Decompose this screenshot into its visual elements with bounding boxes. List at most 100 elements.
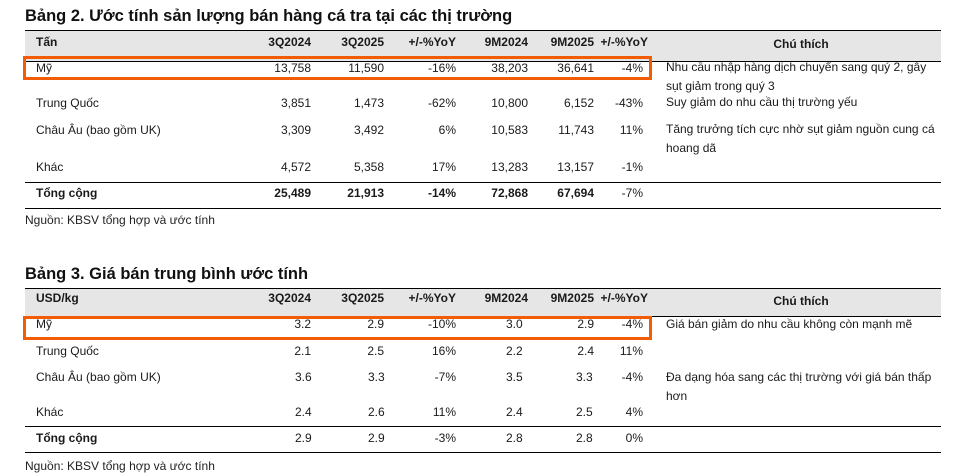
- row-q-yoy: -7%: [434, 370, 456, 384]
- row-9m2024: 13,283: [491, 160, 528, 174]
- table3-highlight-box: [23, 316, 652, 340]
- row-9m2024: 3.0: [506, 317, 523, 331]
- table3-source: Nguồn: KBSV tổng hợp và ước tính: [25, 459, 215, 473]
- row-9m2025: 2.5: [576, 405, 593, 419]
- row-9m-yoy: -43%: [614, 96, 643, 110]
- table3-header-9m2024: 9M2024: [484, 291, 528, 305]
- total-9m-yoy: -7%: [621, 186, 643, 200]
- row-9m2025: 11,743: [558, 123, 594, 137]
- row-q-yoy: -10%: [427, 317, 456, 331]
- row-3q2024: 3.6: [295, 370, 312, 384]
- row-note: Nhu cầu nhập hàng dịch chuyển sang quý 2…: [666, 60, 927, 93]
- table2-header-9m2024: 9M2024: [484, 35, 528, 49]
- row-3q2025: 2.5: [367, 344, 384, 358]
- row-3q2025: 5,358: [353, 160, 384, 174]
- row-9m2024: 10,800: [491, 96, 528, 110]
- row-9m2025: 3.3: [576, 370, 593, 384]
- row-3q2024: 2.4: [295, 405, 312, 419]
- row-q-yoy: 11%: [432, 405, 456, 419]
- row-3q2025: 2.6: [368, 405, 385, 419]
- row-3q2025: 2.9: [367, 317, 384, 331]
- table2-header-3q2024: 3Q2024: [268, 35, 311, 49]
- table3-header-band: [25, 289, 941, 316]
- row-market: Châu Âu (bao gồm UK): [36, 123, 161, 137]
- row-3q2024: 2.1: [294, 344, 311, 358]
- total-market: Tổng cộng: [36, 186, 98, 200]
- total-3q2024: 2.9: [295, 431, 312, 445]
- row-9m-yoy: 11%: [619, 344, 643, 358]
- table2-header-3q2025: 3Q2025: [341, 35, 384, 49]
- row-3q2025: 11,590: [348, 61, 384, 75]
- total-market: Tổng cộng: [36, 431, 98, 445]
- row-9m2024: 3.5: [506, 370, 523, 384]
- row-9m-yoy: -4%: [621, 317, 643, 331]
- total-9m2025: 2.8: [576, 431, 593, 445]
- row-9m-yoy: -4%: [621, 370, 643, 384]
- table2-header-note: Chú thích: [773, 37, 829, 51]
- table2-header-rule: [25, 61, 941, 62]
- row-9m2025: 36,641: [557, 61, 594, 75]
- total-9m2024: 72,868: [491, 186, 528, 200]
- row-9m2024: 10,583: [491, 123, 528, 137]
- total-9m-yoy: 0%: [625, 431, 643, 445]
- row-note: Đa dạng hóa sang các thị trường với giá …: [666, 370, 932, 403]
- row-market: Trung Quốc: [36, 96, 99, 110]
- total-3q2025: 2.9: [368, 431, 385, 445]
- total-3q2024: 25,489: [274, 186, 311, 200]
- row-market: Khác: [36, 405, 64, 419]
- row-3q2024: 4,572: [280, 160, 311, 174]
- row-q-yoy: 6%: [438, 123, 456, 137]
- table3-top-rule: [25, 288, 941, 289]
- row-3q2024: 3,851: [280, 96, 311, 110]
- row-3q2024: 13,758: [274, 61, 311, 75]
- table2-source: Nguồn: KBSV tổng hợp và ước tính: [25, 213, 215, 227]
- total-3q2025: 21,913: [347, 186, 384, 200]
- table2-top-rule: [25, 30, 941, 31]
- table3-header-3q2025: 3Q2025: [341, 291, 384, 305]
- row-9m2024: 2.2: [506, 344, 523, 358]
- row-9m2024: 2.4: [506, 405, 523, 419]
- table2-highlight-box: [23, 56, 652, 80]
- table3-header-q-yoy: +/-%YoY: [408, 291, 456, 305]
- total-q-yoy: -14%: [427, 186, 456, 200]
- row-9m2025: 2.4: [577, 344, 594, 358]
- table2: Tấn 3Q2024 3Q2025 +/-%YoY 9M2024 9M2025 …: [23, 30, 941, 210]
- row-q-yoy: 17%: [431, 160, 456, 174]
- row-3q2025: 3.3: [368, 370, 385, 384]
- row-9m-yoy: -4%: [621, 61, 643, 75]
- row-9m2025: 6,152: [563, 96, 594, 110]
- row-9m2025: 13,157: [557, 160, 594, 174]
- table2-bottom-rule: [25, 208, 941, 209]
- table2-header-q-yoy: +/-%YoY: [408, 35, 456, 49]
- row-q-yoy: -16%: [427, 61, 456, 75]
- row-9m-yoy: 4%: [625, 405, 643, 419]
- table3-header-3q2024: 3Q2024: [268, 291, 311, 305]
- row-q-yoy: -62%: [427, 96, 456, 110]
- table3-header-9m2025: 9M2025: [550, 291, 594, 305]
- table3-header-unit: USD/kg: [36, 291, 79, 305]
- row-note: Tăng trưởng tích cực nhờ sụt giảm nguồn …: [666, 122, 935, 155]
- row-market: Châu Âu (bao gồm UK): [36, 370, 161, 384]
- row-note: Suy giảm do nhu cầu thị trường yếu: [666, 95, 858, 109]
- row-3q2024: 3.2: [294, 317, 311, 331]
- row-market: Mỹ: [36, 61, 52, 75]
- table2-header-9m-yoy: +/-%YoY: [600, 35, 648, 49]
- row-note: Giá bán giảm do nhu cầu không còn mạnh m…: [666, 317, 913, 331]
- row-market: Trung Quốc: [36, 344, 99, 358]
- table3: USD/kg 3Q2024 3Q2025 +/-%YoY 9M2024 9M20…: [23, 288, 941, 466]
- row-3q2024: 3,309: [280, 123, 311, 137]
- row-3q2025: 3,492: [353, 123, 384, 137]
- table2-total-rule: [25, 182, 941, 183]
- total-9m2025: 67,694: [557, 186, 594, 200]
- table3-title: Bảng 3. Giá bán trung bình ước tính: [25, 265, 309, 283]
- row-q-yoy: 16%: [431, 344, 456, 358]
- table3-total-rule: [25, 426, 941, 427]
- table2-header-9m2025: 9M2025: [550, 35, 594, 49]
- row-market: Mỹ: [36, 317, 52, 331]
- total-q-yoy: -3%: [434, 431, 456, 445]
- table2-header-unit: Tấn: [36, 35, 58, 49]
- row-market: Khác: [36, 160, 64, 174]
- table3-header-9m-yoy: +/-%YoY: [600, 291, 648, 305]
- row-9m2025: 2.9: [577, 317, 594, 331]
- total-9m2024: 2.8: [506, 431, 523, 445]
